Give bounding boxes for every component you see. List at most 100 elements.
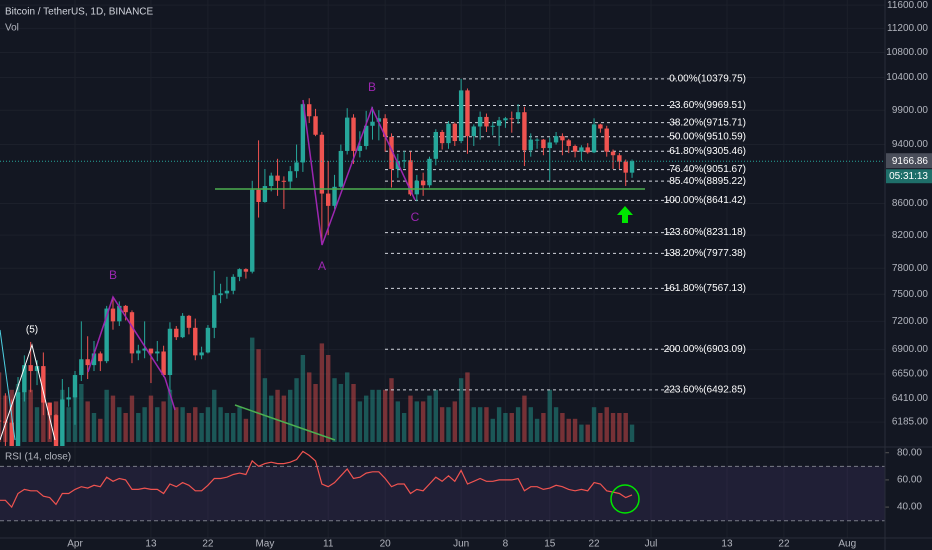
volume-bar xyxy=(401,413,407,442)
volume-bar xyxy=(281,395,287,442)
candle-body xyxy=(193,327,198,356)
candle-body xyxy=(319,134,325,194)
volume-bar xyxy=(617,413,622,442)
fib-label: 138.20%(7977.38) xyxy=(664,248,746,259)
volume-bar xyxy=(288,389,293,442)
volume-bar xyxy=(357,401,363,442)
volume-bar xyxy=(591,407,597,442)
candle-body xyxy=(22,365,27,393)
volume-bar xyxy=(205,407,211,442)
y-tick-label: 6410.00 xyxy=(892,393,929,404)
candle-body xyxy=(598,124,603,129)
candle-body xyxy=(167,328,173,376)
wave-label: C xyxy=(411,210,420,224)
volume-bar xyxy=(420,401,426,442)
candle-body xyxy=(53,415,59,446)
volume-bar xyxy=(104,389,109,442)
volume-bar xyxy=(148,395,154,442)
volume-bar xyxy=(610,413,616,442)
volume-bar xyxy=(313,384,318,442)
fib-label: 76.40%(9051.67) xyxy=(669,164,746,175)
candle-body xyxy=(104,308,109,362)
x-tick-label: 22 xyxy=(202,539,214,550)
volume-bar xyxy=(534,418,540,442)
y-tick-label: 6650.00 xyxy=(892,369,929,380)
volume-bar xyxy=(98,418,103,442)
volume-bar xyxy=(34,407,40,442)
candle-body xyxy=(275,175,280,181)
candle-body xyxy=(471,126,476,137)
candle-body xyxy=(199,352,204,356)
candle-body xyxy=(490,125,495,127)
x-tick-label: 20 xyxy=(380,539,392,550)
candle-body xyxy=(243,269,249,272)
volume-bar xyxy=(382,389,388,442)
volume-bar xyxy=(199,413,204,442)
candle-body xyxy=(313,116,318,135)
volume-bar xyxy=(300,355,306,442)
x-tick-label: Aug xyxy=(838,539,856,550)
candle-body xyxy=(15,392,21,446)
candle-body xyxy=(465,90,470,137)
candle-body xyxy=(72,375,78,398)
x-tick-label: Jun xyxy=(453,539,469,550)
candle-body xyxy=(503,118,508,121)
candle-body xyxy=(41,366,46,403)
volume-bar xyxy=(541,413,546,442)
candle-body xyxy=(155,351,160,354)
volume-bar xyxy=(307,372,312,442)
candle-body xyxy=(458,90,464,142)
wave-label: B xyxy=(368,80,376,94)
x-tick-label: 8 xyxy=(503,539,509,550)
volume-bar xyxy=(231,413,236,442)
y-tick-label: 11200.00 xyxy=(887,23,928,34)
candle-body xyxy=(541,139,546,149)
y-tick-label: 6185.00 xyxy=(892,417,929,428)
candle-body xyxy=(231,276,236,291)
candle-body xyxy=(79,359,84,376)
candle-body xyxy=(446,123,451,144)
wave-label: A xyxy=(318,259,326,273)
candle-body xyxy=(338,150,344,187)
volume-bar xyxy=(376,389,382,442)
candle-body xyxy=(256,189,261,202)
volume-bar xyxy=(66,407,71,442)
y-tick-label: 7500.00 xyxy=(892,289,929,300)
trend-line xyxy=(234,404,336,441)
candle-body xyxy=(9,422,14,446)
candle-body xyxy=(604,128,609,152)
candle-body xyxy=(515,112,521,119)
volume-bar xyxy=(585,424,590,442)
candle-body xyxy=(357,145,363,151)
candle-body xyxy=(66,397,71,400)
candle-body xyxy=(370,121,375,126)
rsi-tick-label: 80.00 xyxy=(897,447,922,458)
volume-bar xyxy=(186,413,192,442)
candle-body xyxy=(174,328,179,338)
volume-bar xyxy=(408,395,413,442)
volume-bar xyxy=(433,389,439,442)
candle-body xyxy=(129,312,135,354)
candle-body xyxy=(269,175,274,187)
last-price-box xyxy=(886,153,932,169)
rsi-pane xyxy=(0,450,885,522)
axes: Apr 13 22 May 11 20 Jun 8 15 22 Jul 13 22 Aug 11600.00… xyxy=(67,0,932,550)
candle-body xyxy=(237,269,242,277)
wave-label: B xyxy=(109,268,117,282)
volume-bar xyxy=(243,418,249,442)
wave-line xyxy=(87,295,176,411)
volume-bar xyxy=(515,407,521,442)
volume-bar xyxy=(294,378,299,442)
volume-bar xyxy=(174,407,179,442)
volume-bar xyxy=(269,395,274,442)
candle-body xyxy=(161,351,166,376)
candle-body xyxy=(250,189,255,272)
volume-bar xyxy=(623,413,628,442)
wave-line xyxy=(302,99,416,246)
candle-body xyxy=(307,104,312,117)
y-tick-label: 8200.00 xyxy=(892,230,929,241)
fib-label: 200.00%(6903.09) xyxy=(664,344,746,355)
countdown-box xyxy=(886,169,932,184)
candle-body xyxy=(0,420,2,422)
volume-bar xyxy=(218,407,223,442)
